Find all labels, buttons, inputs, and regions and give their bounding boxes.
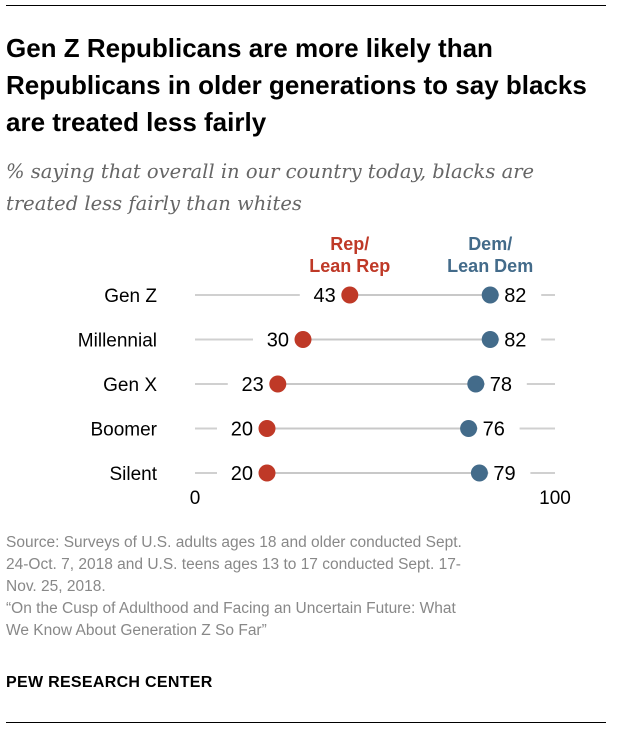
rep-value-label: 20 [231, 419, 253, 441]
dem-dot [481, 286, 499, 304]
rep-dot [258, 420, 276, 437]
label-bg [299, 283, 342, 307]
label-bg [477, 416, 520, 441]
x-tick-label: 0 [190, 488, 201, 509]
label-bg [217, 461, 259, 485]
label-bg [488, 461, 531, 485]
dem-dot [460, 420, 478, 437]
rep-dot [258, 464, 276, 482]
rep-value-label: 30 [267, 330, 289, 352]
source-line: We Know About Generation Z So Far” [6, 622, 267, 639]
rep-value-label: 43 [314, 285, 336, 307]
label-bg [217, 416, 259, 441]
category-label: Boomer [90, 420, 157, 441]
chart-title: Gen Z Republicans are more likely than R… [6, 33, 587, 137]
rep-dot [269, 375, 287, 393]
category-label: Gen X [103, 375, 157, 396]
pew-logo: PEW RESEARCH CENTER [6, 674, 213, 691]
x-tick-label: 100 [539, 488, 571, 509]
top-rule [6, 5, 606, 6]
dem-dot [470, 464, 488, 482]
label-bg [227, 372, 270, 396]
dem-value-label: 82 [504, 285, 526, 307]
dem-dot [481, 331, 499, 348]
label-bg [484, 372, 527, 396]
rep-dot [294, 331, 312, 348]
category-label: Gen Z [104, 286, 157, 307]
rep-value-label: 20 [231, 463, 253, 485]
source-line: Source: Surveys of U.S. adults ages 18 a… [6, 534, 462, 551]
source-line: Nov. 25, 2018. [6, 578, 106, 595]
source-note: Source: Surveys of U.S. adults ages 18 a… [6, 532, 606, 642]
dem-value-label: 82 [504, 330, 526, 352]
chart-subtitle: % saying that overall in our country tod… [6, 160, 535, 215]
legend-label: Dem/ [468, 234, 512, 254]
source-line: “On the Cusp of Adulthood and Facing an … [6, 600, 456, 617]
category-label: Millennial [78, 331, 157, 352]
dem-value-label: 78 [490, 374, 512, 396]
dot-plot: Rep/Lean Rep Dem/Lean Dem Gen Z 43 82 Millenn… [78, 234, 571, 509]
legend-label: Lean Rep [309, 256, 390, 276]
label-bg [499, 327, 542, 352]
legend-label: Rep/ [330, 234, 369, 254]
source-line: 24-Oct. 7, 2018 and U.S. teens ages 13 t… [6, 556, 461, 573]
bottom-rule [6, 722, 606, 723]
dem-value-label: 76 [483, 419, 505, 441]
legend-label: Lean Dem [447, 256, 533, 276]
category-label: Silent [109, 464, 157, 485]
rep-value-label: 23 [242, 374, 264, 396]
dem-dot [467, 375, 485, 393]
label-bg [499, 283, 542, 307]
rep-dot [341, 286, 359, 304]
dem-value-label: 79 [493, 463, 515, 485]
label-bg [253, 327, 295, 352]
